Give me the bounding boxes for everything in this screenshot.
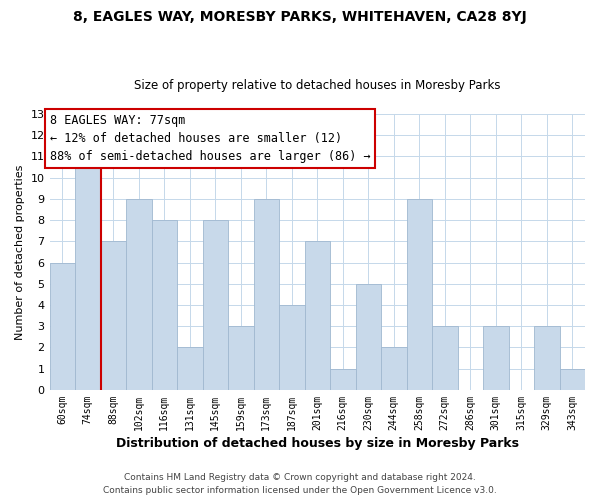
Bar <box>330 368 356 390</box>
Text: 8, EAGLES WAY, MORESBY PARKS, WHITEHAVEN, CA28 8YJ: 8, EAGLES WAY, MORESBY PARKS, WHITEHAVEN… <box>73 10 527 24</box>
Y-axis label: Number of detached properties: Number of detached properties <box>15 164 25 340</box>
Bar <box>254 199 279 390</box>
Bar <box>560 368 585 390</box>
Bar <box>228 326 254 390</box>
Bar <box>407 199 432 390</box>
Text: Contains HM Land Registry data © Crown copyright and database right 2024.
Contai: Contains HM Land Registry data © Crown c… <box>103 474 497 495</box>
Bar <box>75 156 101 390</box>
Bar <box>203 220 228 390</box>
Bar <box>483 326 509 390</box>
Title: Size of property relative to detached houses in Moresby Parks: Size of property relative to detached ho… <box>134 79 500 92</box>
Bar <box>126 199 152 390</box>
Bar <box>152 220 177 390</box>
Bar <box>177 348 203 390</box>
Bar <box>101 242 126 390</box>
X-axis label: Distribution of detached houses by size in Moresby Parks: Distribution of detached houses by size … <box>116 437 519 450</box>
Bar <box>305 242 330 390</box>
Bar <box>534 326 560 390</box>
Bar <box>381 348 407 390</box>
Bar <box>50 262 75 390</box>
Bar <box>356 284 381 390</box>
Bar <box>279 305 305 390</box>
Bar <box>432 326 458 390</box>
Text: 8 EAGLES WAY: 77sqm
← 12% of detached houses are smaller (12)
88% of semi-detach: 8 EAGLES WAY: 77sqm ← 12% of detached ho… <box>50 114 370 163</box>
